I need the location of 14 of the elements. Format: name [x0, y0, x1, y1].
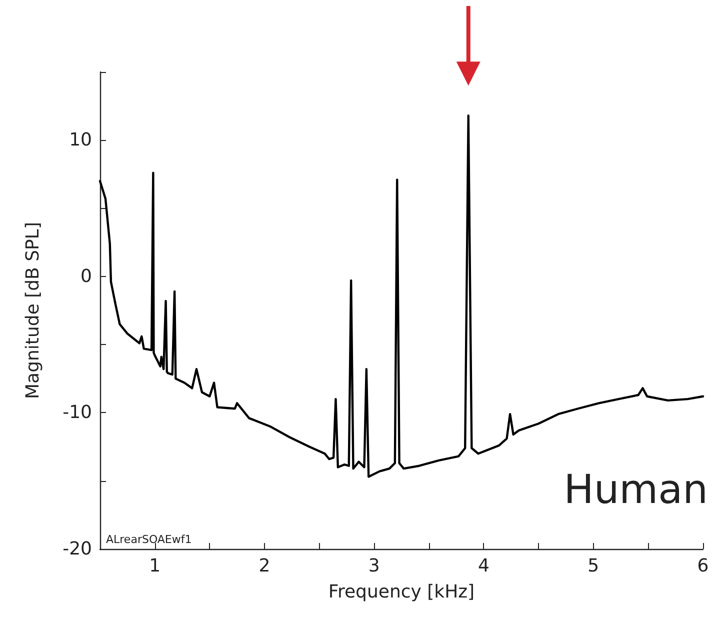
- y-tick-label: -10: [62, 402, 92, 424]
- y-tick-label: -20: [62, 538, 92, 560]
- x-tick-label: 2: [258, 556, 270, 576]
- annotation: ALrearSOAEwf1: [106, 533, 192, 546]
- x-tick-label: 1: [149, 556, 161, 576]
- x-tick-label: 5: [588, 556, 600, 576]
- y-axis-title: Magnitude [dB SPL]: [22, 222, 44, 399]
- x-tick-label: 6: [697, 556, 709, 576]
- x-tick-label: 4: [478, 556, 490, 576]
- x-axis-title: Frequency [kHz]: [328, 582, 475, 602]
- y-tick-label: 10: [69, 130, 92, 151]
- y-tick-label: 0: [80, 266, 92, 287]
- x-tick-label: 3: [368, 556, 380, 576]
- annotation: Human: [564, 467, 708, 513]
